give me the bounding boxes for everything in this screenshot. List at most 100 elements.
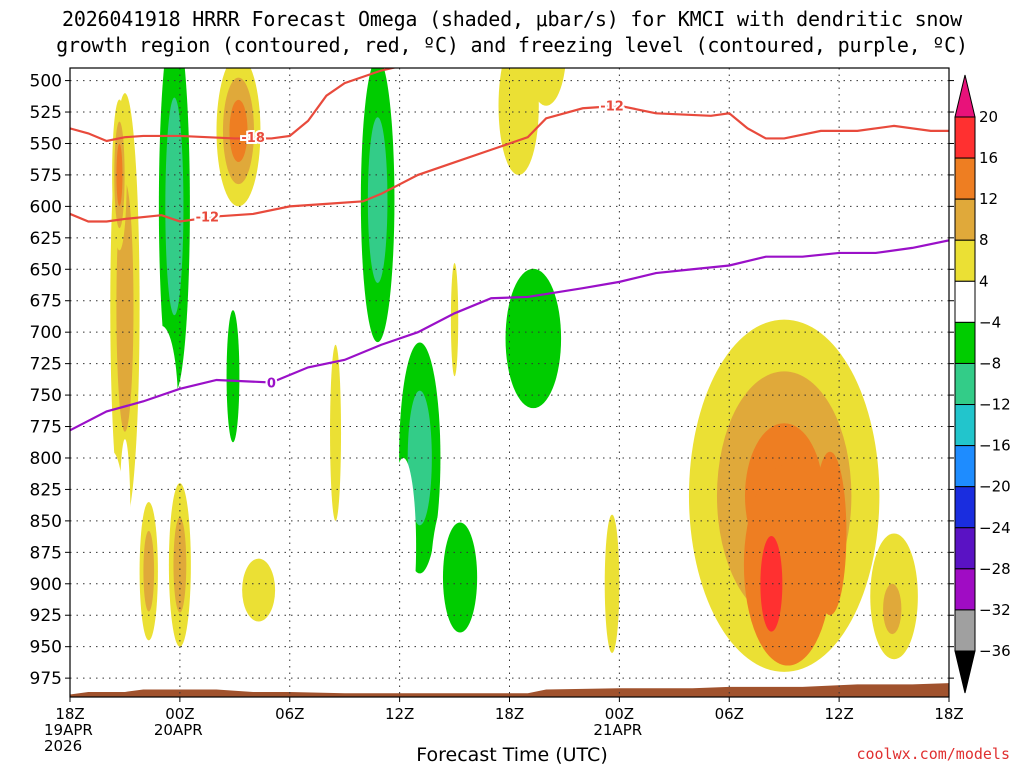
terrain-surface <box>70 683 949 697</box>
y-tick-label-875: 875 <box>30 543 62 563</box>
omega-blob-22-level-0 <box>450 262 459 377</box>
y-tick-label-700: 700 <box>30 323 62 343</box>
omega-blob-25-level-0 <box>718 68 752 175</box>
omega-blob-11-level-0 <box>260 218 268 320</box>
omega-blob-3-level-0 <box>119 439 131 603</box>
omega-blob-30-level-0 <box>760 535 783 632</box>
y-tick-label-800: 800 <box>30 449 62 469</box>
colorbar-bin-11 <box>954 568 976 611</box>
x-tick-label-12-0: 06Z <box>275 705 304 723</box>
colorbar-label-6: −8 <box>979 354 1001 372</box>
colorbar-label-7: −12 <box>979 396 1011 414</box>
title-line-2: growth region (contoured, red, ºC) and f… <box>56 33 968 57</box>
omega-blob-7-level-0 <box>145 325 179 490</box>
x-tick-label-30-1: 21APR <box>593 721 642 739</box>
x-tick-label-0-0: 18Z <box>55 705 84 723</box>
colorbar-bin-3 <box>954 239 976 282</box>
x-tick-label-24-0: 18Z <box>495 705 524 723</box>
colorbar-bin-1 <box>954 157 976 200</box>
plot-area: -18 -12 -12 0 <box>70 68 949 697</box>
omega-blob-29-level-0 <box>813 451 847 616</box>
y-tick-label-650: 650 <box>30 260 62 280</box>
y-tick-label-975: 975 <box>30 669 62 689</box>
colorbar-label-3: 8 <box>979 231 989 249</box>
y-tick-label-925: 925 <box>30 606 62 626</box>
colorbar-label-8: −16 <box>979 437 1011 455</box>
x-tick-label-0-1: 19APR <box>44 721 93 739</box>
y-tick-label-600: 600 <box>30 197 62 217</box>
contour-label-3: 0 <box>265 375 278 394</box>
x-tick-label-30-0: 00Z <box>605 705 634 723</box>
y-tick-label-725: 725 <box>30 355 62 375</box>
x-tick-label-6-0: 00Z <box>165 705 194 723</box>
y-tick-label-900: 900 <box>30 575 62 595</box>
x-tick-label-6-1: 20APR <box>154 721 203 739</box>
colorbar-label-5: −4 <box>979 313 1001 331</box>
y-tick-label-575: 575 <box>30 166 62 186</box>
colorbar-label-2: 12 <box>979 190 998 208</box>
omega-blob-23-level-0 <box>330 344 342 521</box>
omega-blob-24-level-0 <box>634 212 649 314</box>
colorbar-bin-2 <box>954 198 976 241</box>
omega-blob-21-level-0 <box>527 68 566 106</box>
omega-blob-12-level-0 <box>242 558 276 622</box>
contour-label-0: -18 <box>239 129 267 148</box>
y-tick-label-850: 850 <box>30 512 62 532</box>
contour-label-text-1: -12 <box>196 210 220 225</box>
y-axis: 500 525 550 575 600 625 650 675 700 725 750 775 800 8… <box>30 72 954 689</box>
colorbar-bin-10 <box>954 527 976 570</box>
colorbar-bin-9 <box>954 486 976 529</box>
credit-link[interactable]: coolwx.com/models <box>856 745 1010 763</box>
y-tick-label-550: 550 <box>30 134 62 154</box>
colorbar-label-11: −28 <box>979 560 1011 578</box>
omega-blob-9-level-2 <box>229 99 248 162</box>
omega-blob-16-level-2 <box>407 390 432 526</box>
colorbar-top-arrow <box>954 74 976 118</box>
colorbar-label-12: −32 <box>979 601 1011 619</box>
omega-blob-8-level-1 <box>226 310 240 443</box>
colorbar-label-4: 4 <box>979 272 989 290</box>
x-tick-label-42-0: 12Z <box>824 705 853 723</box>
colorbar-bin-4 <box>954 280 976 323</box>
y-tick-label-675: 675 <box>30 292 62 312</box>
colorbar-bin-12 <box>954 609 976 652</box>
x-axis-title: Forecast Time (UTC) <box>416 744 608 766</box>
colorbar-bin-8 <box>954 445 976 488</box>
colorbar: 20 16 12 8 4 −4 −8 −12 −16 −20 −24 −28 −32 −36 <box>954 74 1011 694</box>
omega-blob-20-level-0 <box>498 68 539 175</box>
x-tick-label-0-2: 2026 <box>44 737 82 755</box>
contour-line-2 <box>70 239 949 432</box>
contour-label-text-0: -18 <box>241 131 265 146</box>
x-tick-label-18-0: 12Z <box>385 705 414 723</box>
omega-blob-26-level-0 <box>604 514 620 653</box>
contour-label-text-2: -12 <box>600 100 624 115</box>
y-tick-label-775: 775 <box>30 418 62 438</box>
colorbar-label-13: −36 <box>979 642 1011 660</box>
colorbar-label-0: 20 <box>979 108 998 126</box>
grid <box>70 68 949 697</box>
contour-label-text-3: 0 <box>267 377 276 392</box>
omega-blob-13-level-0 <box>319 156 327 458</box>
omega-blob-32-level-0 <box>883 583 902 635</box>
y-tick-label-625: 625 <box>30 229 62 249</box>
omega-blob-17-level-0 <box>390 457 417 635</box>
contour-label-2: -12 <box>598 98 626 117</box>
colorbar-label-9: −20 <box>979 478 1011 496</box>
colorbar-label-1: 16 <box>979 149 998 167</box>
colorbar-bin-0 <box>954 116 976 159</box>
contour-label-1: -12 <box>194 208 222 227</box>
y-tick-label-525: 525 <box>30 103 62 123</box>
omega-blob-4-level-1 <box>143 530 155 612</box>
omega-blob-1-level-2 <box>116 143 123 207</box>
omega-blob-19-level-1 <box>505 268 562 409</box>
x-tick-label-48-0: 18Z <box>934 705 963 723</box>
omega-shading <box>97 68 918 672</box>
colorbar-bin-6 <box>954 362 976 406</box>
y-tick-label-825: 825 <box>30 480 62 500</box>
omega-blob-18-level-1 <box>442 522 478 633</box>
contour-line-0 <box>70 68 398 143</box>
y-tick-label-950: 950 <box>30 638 62 658</box>
title-line-1: 2026041918 HRRR Forecast Omega (shaded, … <box>62 7 962 31</box>
